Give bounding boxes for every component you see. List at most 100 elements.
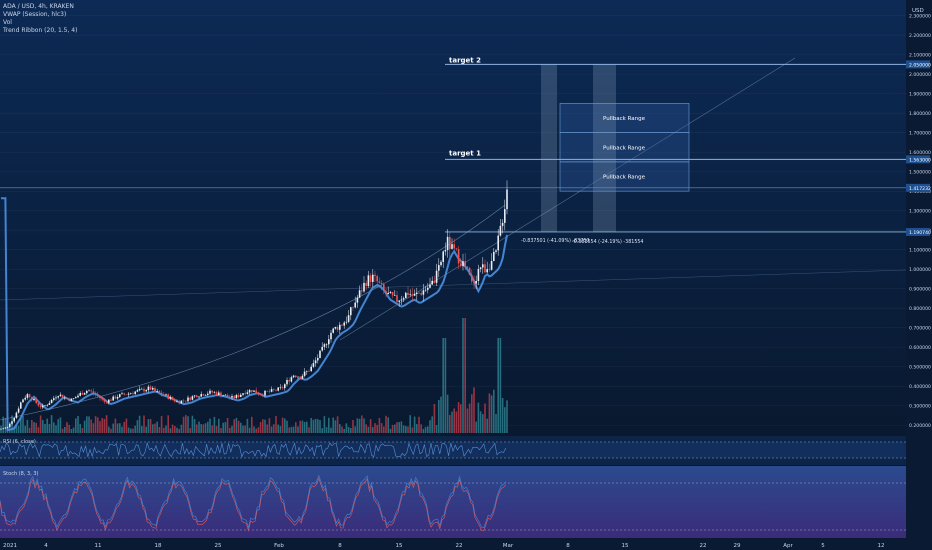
volume-bar	[66, 422, 68, 433]
volume-bar	[387, 417, 389, 433]
volume-bar	[215, 425, 218, 433]
candle-body	[176, 401, 178, 402]
volume-bar	[376, 424, 378, 433]
volume-legend[interactable]: Vol	[3, 19, 12, 26]
volume-bar	[28, 427, 31, 433]
volume-bar	[446, 394, 449, 433]
volume-bar	[475, 421, 477, 433]
volume-bar	[389, 428, 392, 433]
candle-body	[477, 269, 480, 282]
candle-body	[486, 269, 488, 273]
candle-body	[277, 387, 279, 391]
price-tick-label: 2.200000	[909, 33, 931, 39]
volume-bar	[259, 422, 262, 433]
price-tick-label: 0.900000	[909, 287, 931, 293]
volume-bar	[477, 402, 480, 433]
volume-bar	[39, 415, 42, 433]
candle-body	[391, 291, 394, 296]
candle-body	[446, 236, 449, 251]
volume-bar	[490, 395, 493, 433]
volume-bar	[438, 400, 440, 433]
candle-body	[328, 339, 330, 345]
pullback-ranges[interactable]	[541, 64, 690, 232]
volume-bar	[290, 426, 293, 433]
candle-body	[407, 292, 409, 295]
candle-body	[411, 294, 414, 296]
candle-body	[266, 390, 268, 392]
candle-body	[237, 395, 240, 397]
vwap-legend[interactable]: VWAP (Session, hlc3)	[3, 11, 67, 18]
pullback-range-label: Pullback Range	[603, 145, 646, 151]
price-tick-label: 1.800000	[909, 111, 931, 117]
volume-bar	[145, 426, 147, 433]
candle-body	[119, 394, 121, 397]
volume-bar	[15, 425, 18, 433]
volume-bar	[68, 424, 70, 433]
volume-bar	[114, 418, 117, 433]
volume-bar	[143, 415, 145, 433]
volume-bar	[479, 411, 482, 433]
price-label-badge	[906, 60, 930, 69]
candle-body	[385, 291, 387, 295]
volume-bar	[57, 419, 59, 433]
price-tick-label: 1.900000	[909, 92, 931, 98]
volume-bar	[396, 422, 398, 433]
price-tick-label: 0.600000	[909, 345, 931, 351]
volume-bar	[347, 426, 350, 433]
time-tick-label: Apr	[783, 543, 793, 549]
volume-bar	[191, 415, 194, 433]
volume-bar	[138, 415, 141, 433]
candle-body	[462, 261, 464, 267]
candle-body	[306, 371, 308, 372]
ribbon-legend[interactable]: Trend Ribbon (20, 1.5, 4)	[3, 27, 78, 34]
volume-bar	[244, 425, 246, 433]
volume-bar	[198, 421, 200, 433]
candle-body	[169, 396, 172, 399]
candle-body	[345, 321, 348, 323]
candle-body	[145, 390, 147, 392]
candle-body	[376, 275, 378, 282]
trend-lines	[0, 57, 907, 421]
volume-bar	[462, 318, 464, 433]
volume-bar	[94, 416, 97, 433]
volume-bar	[204, 423, 207, 433]
candle-body	[495, 250, 497, 252]
candle-body	[211, 390, 213, 393]
volume-bar	[180, 424, 183, 433]
time-axis[interactable]: 2021 4 11 18 25 Feb 8 15 22 Mar 8 15 22 29 Apr 5 12	[0, 538, 906, 550]
stoch-pane[interactable]: Stoch (8, 3, 3)100.0080.0060.0040.0020.0…	[0, 465, 925, 538]
price-levels[interactable]	[0, 63, 906, 233]
candle-body	[251, 390, 253, 392]
candle-body	[464, 261, 466, 267]
candle-body	[116, 396, 119, 399]
candle-body	[409, 294, 411, 295]
candle-body	[103, 399, 106, 402]
candle-body	[504, 209, 506, 223]
candle-body	[123, 393, 125, 395]
time-tick-label: Feb	[274, 543, 284, 549]
volume-bar	[130, 428, 132, 433]
stoch-d-line	[0, 477, 507, 532]
volume-bar	[209, 418, 211, 433]
candle-body	[0, 428, 2, 430]
volume-bar	[400, 421, 403, 433]
measure-bar	[593, 64, 616, 232]
rsi-pane[interactable]: RSI (6, close)80.0040.00	[0, 436, 922, 465]
candle-body	[77, 395, 79, 398]
volume-bar	[453, 408, 455, 433]
candle-body	[15, 412, 18, 418]
volume-bar	[13, 426, 15, 433]
candle-body	[66, 397, 68, 399]
symbol-title[interactable]: ADA / USD, 4h, KRAKEN	[3, 3, 74, 10]
volume-bar	[178, 428, 180, 433]
price-tick-label: 0.500000	[909, 365, 931, 371]
volume-bar	[273, 424, 275, 433]
candle-body	[37, 403, 40, 406]
volume-bar	[488, 393, 491, 433]
candle-body	[229, 396, 231, 398]
candle-body	[506, 189, 508, 210]
volume-bar	[88, 416, 90, 433]
